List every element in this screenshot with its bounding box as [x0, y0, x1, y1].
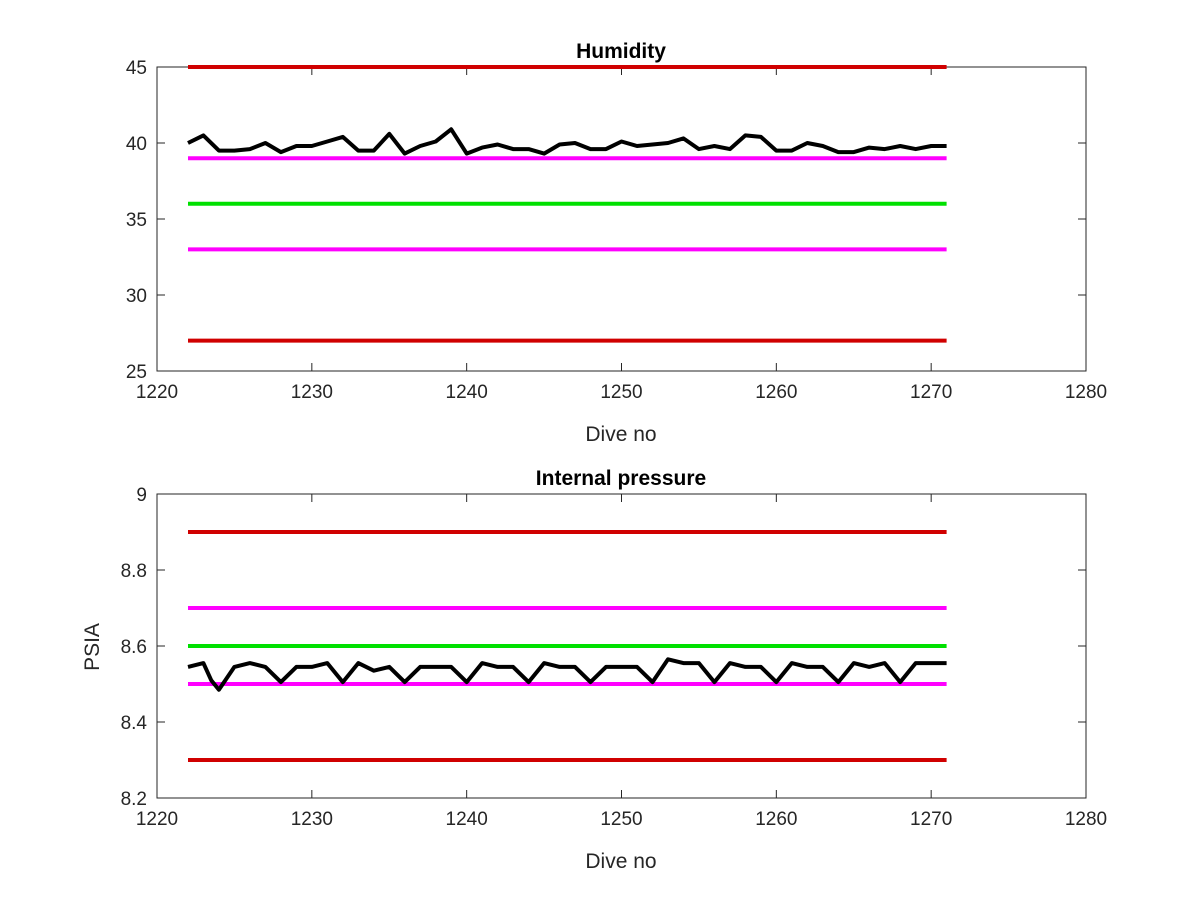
internal-pressure-y-tick-label: 8.8: [121, 561, 147, 582]
humidity-x-tick-label: 1260: [755, 382, 797, 403]
humidity-y-tick-label: 40: [126, 134, 147, 155]
internal-pressure-y-tick-label: 9: [136, 485, 147, 506]
internal-pressure-x-tick-label: 1270: [910, 809, 952, 830]
internal-pressure-x-tick-label: 1250: [600, 809, 642, 830]
humidity-x-axis-label: Dive no: [585, 423, 656, 446]
internal-pressure-y-tick-label: 8.2: [121, 789, 147, 810]
internal-pressure-x-tick-label: 1230: [291, 809, 333, 830]
humidity-y-tick-label: 45: [126, 58, 147, 79]
internal-pressure-title: Internal pressure: [536, 467, 706, 490]
internal-pressure-x-axis-label: Dive no: [585, 850, 656, 873]
humidity-series-line-5: [187, 127, 947, 156]
internal-pressure-y-axis-label: PSIA: [81, 623, 104, 671]
humidity-x-tick-label: 1250: [600, 382, 642, 403]
humidity-y-tick-label: 35: [126, 210, 147, 231]
internal-pressure-y-tick-label: 8.4: [121, 713, 148, 734]
humidity-x-tick-label: 1240: [446, 382, 488, 403]
humidity-axes-box: [156, 66, 1087, 372]
humidity-x-tick-label: 1220: [136, 382, 178, 403]
internal-pressure-series-line-5: [187, 657, 947, 692]
humidity-y-tick-label: 30: [126, 286, 147, 307]
internal-pressure-x-tick-label: 1280: [1065, 809, 1107, 830]
humidity-panel: Humidity Dive no 1220 1230 1240 1250 1260 127…: [126, 40, 1107, 446]
humidity-x-tick-label: 1230: [291, 382, 333, 403]
internal-pressure-y-tick-label: 8.6: [121, 637, 147, 658]
internal-pressure-x-tick-label: 1260: [755, 809, 797, 830]
internal-pressure-panel: Internal pressure Dive no PSIA 1220 1230 1…: [81, 467, 1107, 873]
humidity-x-tick-label: 1270: [910, 382, 952, 403]
internal-pressure-x-tick-label: 1240: [446, 809, 488, 830]
internal-pressure-x-tick-label: 1220: [136, 809, 178, 830]
humidity-y-tick-label: 25: [126, 362, 147, 383]
humidity-title: Humidity: [576, 40, 666, 63]
humidity-x-tick-label: 1280: [1065, 382, 1107, 403]
